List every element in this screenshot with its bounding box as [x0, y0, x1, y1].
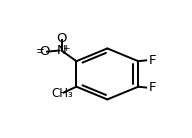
Text: O: O	[39, 45, 50, 58]
Text: −: −	[36, 44, 45, 55]
Text: N: N	[57, 44, 66, 57]
Text: –: –	[36, 47, 42, 57]
Text: F: F	[149, 81, 156, 94]
Text: F: F	[149, 54, 156, 67]
Text: O: O	[56, 32, 67, 45]
Text: CH₃: CH₃	[51, 87, 73, 100]
Text: +: +	[62, 44, 70, 53]
